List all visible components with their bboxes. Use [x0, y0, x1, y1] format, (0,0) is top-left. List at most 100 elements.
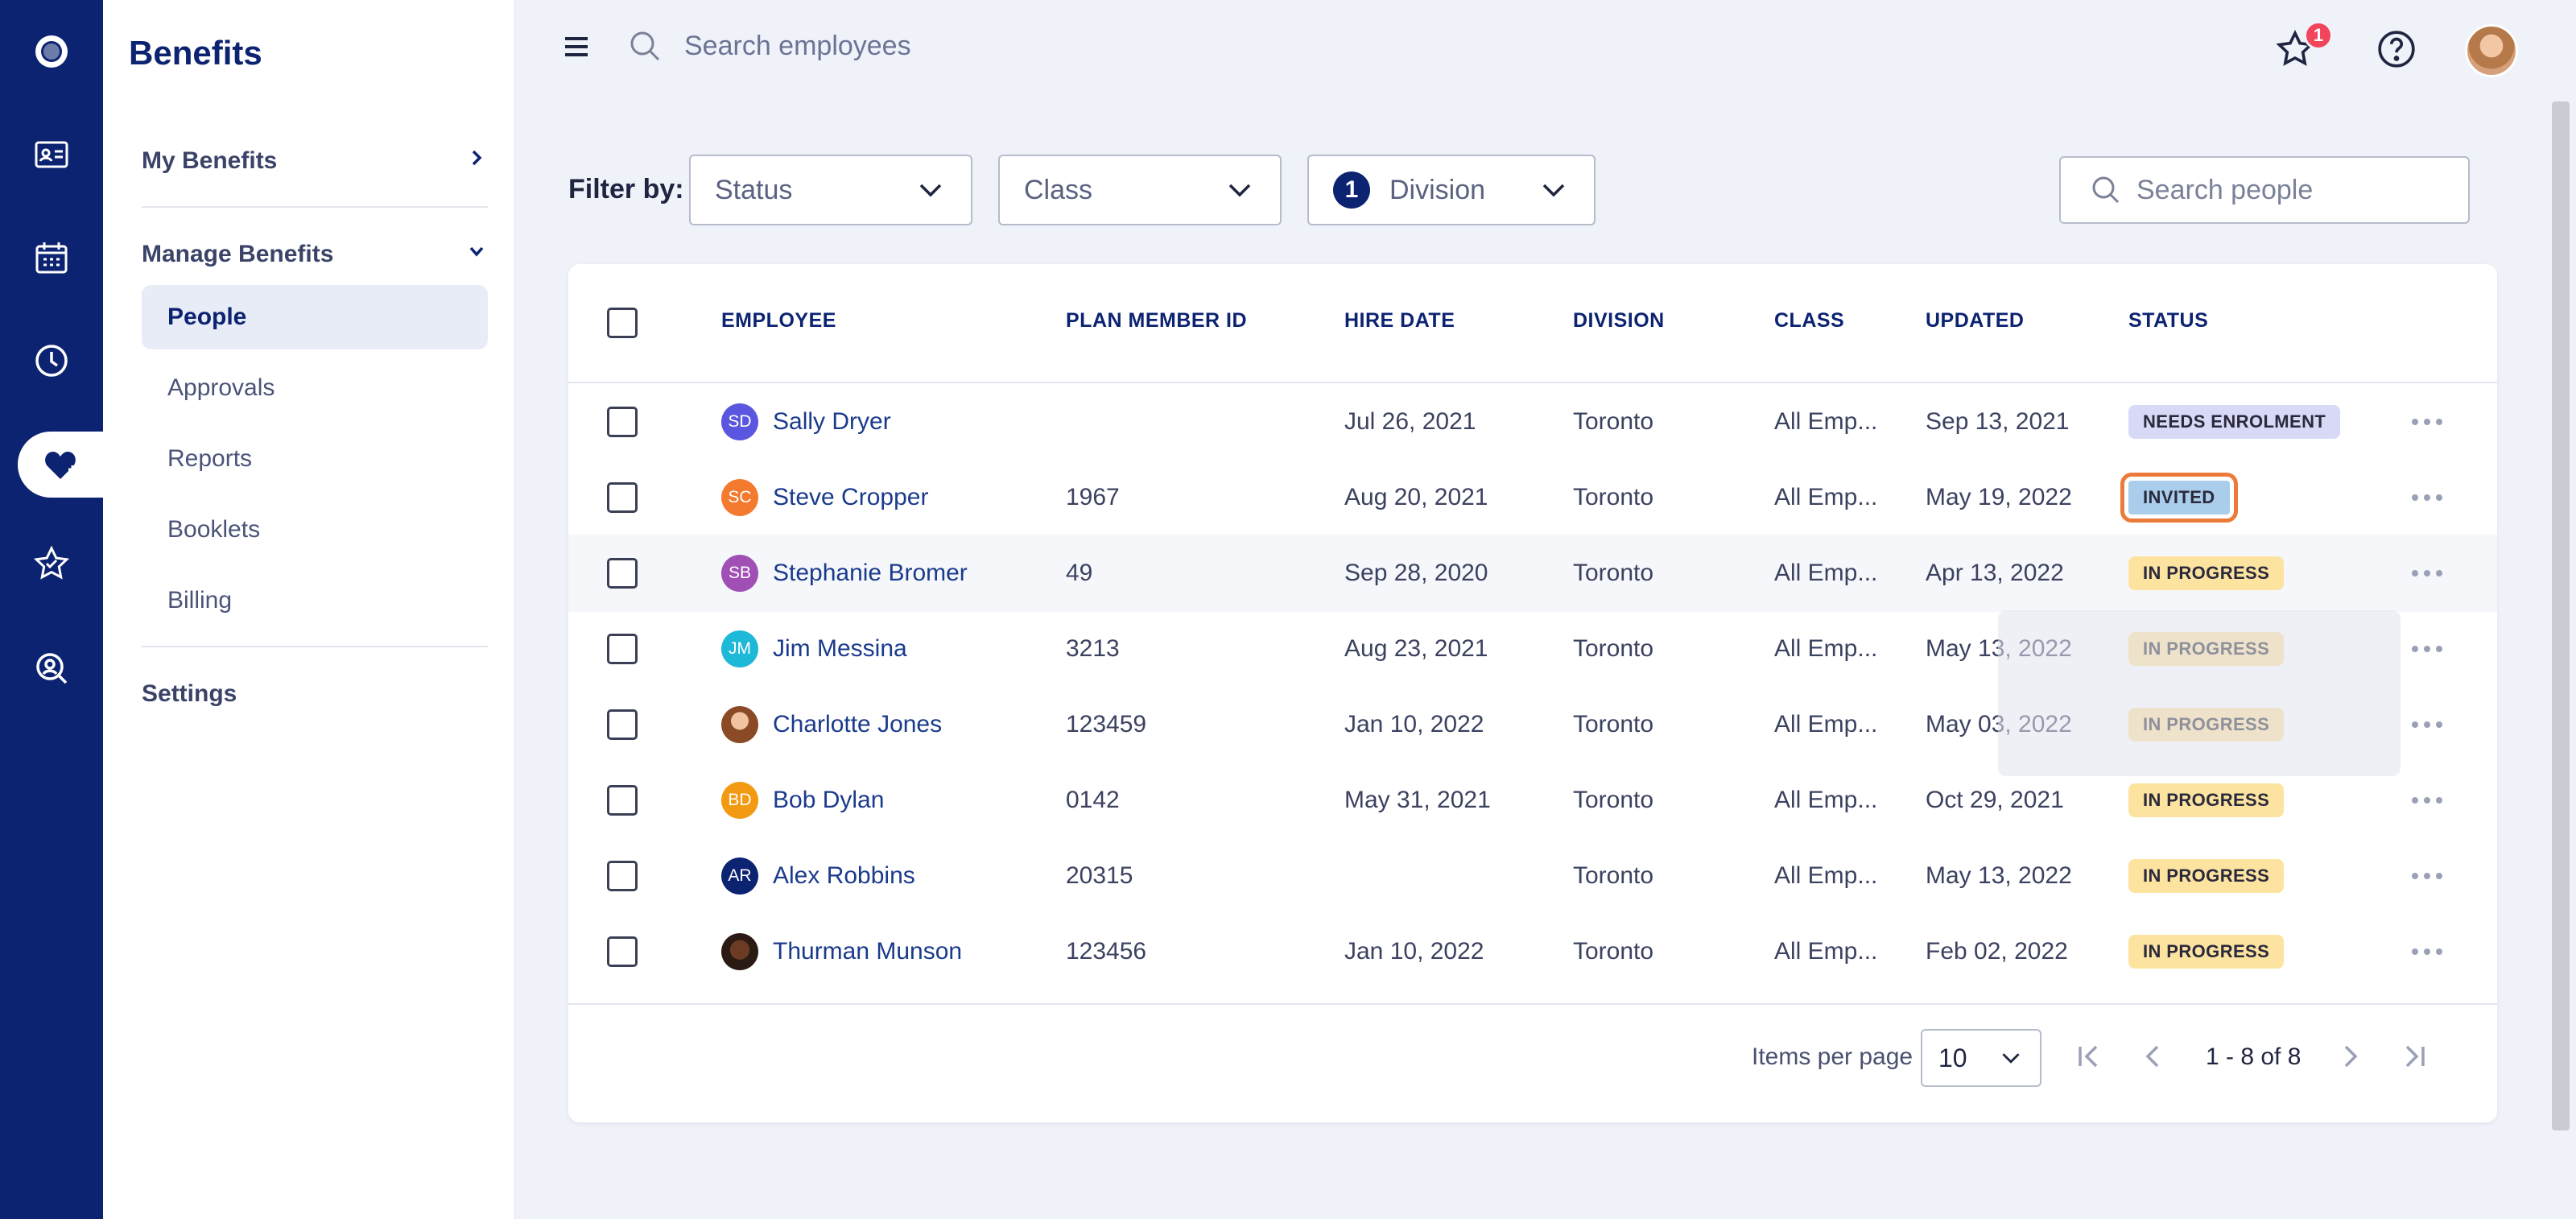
search-input[interactable]: Search employees — [684, 30, 911, 61]
employee-name-link[interactable]: Jim Messina — [773, 635, 907, 662]
faded-toast — [1998, 610, 2401, 776]
benefits-heart-icon[interactable] — [18, 432, 103, 498]
column-header[interactable]: HIRE DATE — [1344, 309, 1455, 332]
employee-cell[interactable]: SD Sally Dryer — [721, 383, 891, 461]
more-actions-icon[interactable] — [2412, 837, 2442, 915]
status-filter-dropdown[interactable]: Status — [689, 155, 972, 225]
division-cell: Toronto — [1573, 484, 1654, 510]
row-checkbox[interactable] — [607, 709, 638, 740]
row-checkbox[interactable] — [607, 407, 638, 437]
employee-name-link[interactable]: Stephanie Bromer — [773, 560, 968, 586]
employee-cell[interactable]: AR Alex Robbins — [721, 837, 915, 915]
employee-search[interactable]: Search employees — [628, 29, 911, 63]
employee-cell[interactable]: SB Stephanie Bromer — [721, 535, 968, 612]
row-checkbox[interactable] — [607, 482, 638, 513]
table-row[interactable]: SB Stephanie Bromer 49 Sep 28, 2020 Toronto A… — [568, 535, 2497, 612]
column-header[interactable]: STATUS — [2128, 309, 2209, 332]
search-input[interactable]: Search people — [2136, 174, 2314, 205]
status-badge[interactable]: IN PROGRESS — [2128, 935, 2285, 969]
sidebar-item-settings[interactable]: Settings — [142, 662, 488, 726]
more-actions-icon[interactable] — [2412, 762, 2442, 839]
more-actions-icon[interactable] — [2412, 535, 2442, 612]
column-header[interactable]: UPDATED — [1926, 309, 2025, 332]
row-checkbox[interactable] — [607, 634, 638, 664]
chevron-down-icon — [919, 184, 942, 197]
division-cell: Toronto — [1573, 560, 1654, 586]
sidebar-item-manage-benefits[interactable]: Manage Benefits — [142, 222, 488, 287]
menu-icon[interactable] — [560, 31, 592, 67]
sidebar-item-approvals[interactable]: Approvals — [142, 356, 488, 420]
logo-icon[interactable] — [0, 11, 103, 92]
items-per-page-select[interactable]: 10 — [1921, 1029, 2041, 1087]
employee-cell[interactable]: JM Jim Messina — [721, 610, 907, 688]
first-page-icon[interactable] — [2072, 1039, 2107, 1078]
hire-date: Jan 10, 2022 — [1344, 711, 1484, 738]
sidebar-item-people[interactable]: People — [142, 285, 488, 349]
select-all-checkbox[interactable] — [607, 308, 638, 338]
chevron-down-icon — [2002, 1053, 2020, 1064]
employee-name-link[interactable]: Alex Robbins — [773, 862, 915, 889]
status-badge[interactable]: IN PROGRESS — [2128, 859, 2285, 893]
employee-name-link[interactable]: Thurman Munson — [773, 938, 963, 965]
star-icon[interactable] — [0, 523, 103, 604]
sidebar-item-reports[interactable]: Reports — [142, 427, 488, 491]
table-row[interactable]: Thurman Munson 123456 Jan 10, 2022 Toronto A… — [568, 913, 2497, 990]
help-icon[interactable] — [2376, 29, 2417, 73]
status-cell: IN PROGRESS — [2128, 913, 2285, 990]
sidebar-item-billing[interactable]: Billing — [142, 568, 488, 633]
class-filter-dropdown[interactable]: Class — [998, 155, 1282, 225]
employee-cell[interactable]: Thurman Munson — [721, 913, 962, 990]
status-badge[interactable]: INVITED — [2120, 473, 2238, 523]
app-rail — [0, 0, 103, 1219]
user-search-icon[interactable] — [0, 628, 103, 709]
table-row[interactable]: SC Steve Cropper 1967 Aug 20, 2021 Toronto Al… — [568, 459, 2497, 536]
row-checkbox[interactable] — [607, 861, 638, 891]
id-card-icon[interactable] — [0, 114, 103, 195]
chevron-down-icon — [465, 240, 488, 269]
scrollbar[interactable] — [2552, 101, 2570, 1130]
column-header[interactable]: CLASS — [1774, 309, 1845, 332]
column-header[interactable]: DIVISION — [1573, 309, 1665, 332]
calendar-icon[interactable] — [0, 217, 103, 298]
more-actions-icon[interactable] — [2412, 459, 2442, 536]
more-actions-icon[interactable] — [2412, 686, 2442, 763]
table-row[interactable]: SD Sally Dryer Jul 26, 2021 Toronto All Emp.… — [568, 383, 2497, 461]
employee-name-link[interactable]: Bob Dylan — [773, 787, 885, 813]
employee-name-link[interactable]: Charlotte Jones — [773, 711, 943, 738]
clock-icon[interactable] — [0, 320, 103, 401]
class-cell: All Emp... — [1774, 938, 1878, 965]
more-actions-icon[interactable] — [2412, 383, 2442, 461]
table-row[interactable]: AR Alex Robbins 20315 Toronto All Emp... May … — [568, 837, 2497, 915]
employee-name-link[interactable]: Sally Dryer — [773, 408, 891, 435]
more-actions-icon[interactable] — [2412, 913, 2442, 990]
updated-date: May 13, 2022 — [1926, 862, 2072, 889]
column-header[interactable]: PLAN MEMBER ID — [1066, 309, 1248, 332]
employee-cell[interactable]: SC Steve Cropper — [721, 459, 928, 536]
division-filter-dropdown[interactable]: 1 Division — [1307, 155, 1596, 225]
row-checkbox[interactable] — [607, 785, 638, 816]
last-page-icon[interactable] — [2396, 1039, 2431, 1078]
people-search-field[interactable]: Search people — [2059, 156, 2470, 224]
sidebar-item-booklets[interactable]: Booklets — [142, 498, 488, 562]
row-checkbox[interactable] — [607, 936, 638, 967]
notification-badge: 1 — [2304, 21, 2333, 50]
avatar[interactable] — [2465, 24, 2518, 77]
column-header[interactable]: EMPLOYEE — [721, 309, 836, 332]
employee-cell[interactable]: BD Bob Dylan — [721, 762, 884, 839]
table-row[interactable]: BD Bob Dylan 0142 May 31, 2021 Toronto All Em… — [568, 762, 2497, 839]
status-badge[interactable]: IN PROGRESS — [2128, 556, 2285, 590]
employee-name-link[interactable]: Steve Cropper — [773, 484, 929, 510]
people-table: EMPLOYEE PLAN MEMBER ID HIRE DATE DIVISI… — [568, 264, 2497, 1122]
employee-cell[interactable]: Charlotte Jones — [721, 686, 942, 763]
plan-member-id: 123459 — [1066, 711, 1147, 738]
status-badge[interactable]: NEEDS ENROLMENT — [2128, 405, 2341, 439]
next-page-icon[interactable] — [2331, 1039, 2367, 1078]
table-footer-divider — [568, 1003, 2497, 1005]
previous-page-icon[interactable] — [2136, 1039, 2172, 1078]
sidebar-item-my-benefits[interactable]: My Benefits — [142, 129, 488, 193]
updated-date: Oct 29, 2021 — [1926, 787, 2064, 813]
status-badge[interactable]: IN PROGRESS — [2128, 783, 2285, 817]
avatar: JM — [721, 630, 758, 667]
row-checkbox[interactable] — [607, 558, 638, 589]
more-actions-icon[interactable] — [2412, 610, 2442, 688]
